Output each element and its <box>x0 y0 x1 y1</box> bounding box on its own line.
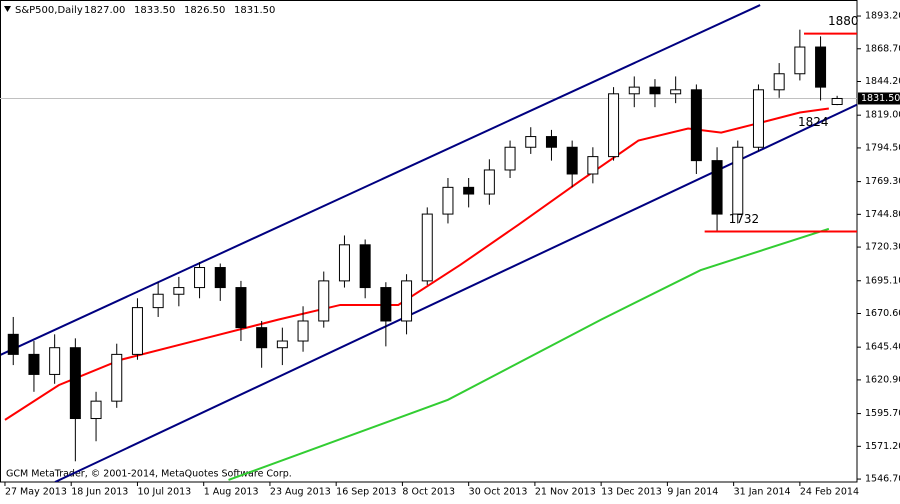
plot-frame <box>0 0 858 483</box>
x-tick-label: 24 Feb 2014 <box>800 487 859 498</box>
y-tick-label: 1670.60 <box>865 308 900 319</box>
candle-body <box>483 169 495 195</box>
indicator-line <box>228 227 830 481</box>
candle-body <box>545 136 557 148</box>
candle-body <box>566 146 578 175</box>
candle-body <box>338 244 350 282</box>
candle-body <box>318 280 330 322</box>
candle-body <box>794 46 806 75</box>
x-tick-label: 13 Dec 2013 <box>601 487 662 498</box>
menu-icon <box>4 6 11 12</box>
candle-body <box>815 46 827 88</box>
candle-body <box>276 340 288 349</box>
candle-body <box>214 267 226 289</box>
y-tick-label: 1744.80 <box>865 209 900 220</box>
y-tick-label: 1695.10 <box>865 275 900 286</box>
x-tick-label: 18 Jun 2013 <box>71 487 128 498</box>
candle-body <box>670 89 682 95</box>
candle-body <box>608 93 620 158</box>
candle-body <box>111 353 123 402</box>
x-tick-label: 1 Aug 2013 <box>204 487 259 498</box>
x-tick-label: 31 Jan 2014 <box>734 487 791 498</box>
y-tick-label: 1794.50 <box>865 142 900 153</box>
candle-body <box>28 353 40 375</box>
header-ohlc: 1831.50 <box>234 5 275 16</box>
x-tick-label: 8 Oct 2013 <box>402 487 455 498</box>
level-label: 1880 <box>828 14 859 28</box>
candle-body <box>628 86 640 95</box>
current-price-box <box>858 92 900 105</box>
candle-body <box>442 186 454 215</box>
chart-title: S&P500,Daily <box>15 5 83 16</box>
candle-body <box>235 287 247 329</box>
candle-body <box>504 146 516 171</box>
candle-body <box>194 267 206 289</box>
candle-body <box>359 244 371 289</box>
header-ohlc: 1826.50 <box>184 5 225 16</box>
x-tick-label: 21 Nov 2013 <box>535 487 596 498</box>
candle-body <box>49 347 61 375</box>
candle-body <box>463 186 475 195</box>
annotation: 1824 <box>798 115 829 129</box>
candle-body <box>831 97 843 105</box>
candle-body <box>690 89 702 162</box>
y-tick-label: 1868.70 <box>865 43 900 54</box>
x-tick-label: 27 May 2013 <box>5 487 67 498</box>
y-tick-label: 1819.00 <box>865 110 900 121</box>
current-price-label: 1831.50 <box>861 93 900 104</box>
indicator-line <box>4 107 829 421</box>
candle-body <box>587 156 599 175</box>
candle-body <box>732 146 744 215</box>
x-tick-label: 10 Jul 2013 <box>137 487 191 498</box>
y-tick-label: 1571.20 <box>865 441 900 452</box>
candle-body <box>173 287 185 295</box>
header-ohlc: 1827.00 <box>84 5 125 16</box>
header-ohlc: 1833.50 <box>134 5 175 16</box>
candle-body <box>421 213 433 282</box>
level-label: 1732 <box>729 212 760 226</box>
x-tick-label: 23 Aug 2013 <box>270 487 331 498</box>
candle-body <box>69 347 81 420</box>
candle-body <box>752 89 764 148</box>
y-tick-label: 1645.40 <box>865 342 900 353</box>
candle-body <box>297 320 309 342</box>
indicator-line <box>54 103 857 482</box>
x-tick-label: 16 Sep 2013 <box>336 487 396 498</box>
candle-body <box>711 160 723 215</box>
y-tick-label: 1844.20 <box>865 76 900 87</box>
y-tick-label: 1893.20 <box>865 11 900 22</box>
candle-body <box>90 400 102 420</box>
candle-body <box>131 307 143 355</box>
y-tick-label: 1720.30 <box>865 242 900 253</box>
candle-body <box>256 327 268 349</box>
candle-body <box>401 280 413 322</box>
y-tick-label: 1595.70 <box>865 408 900 419</box>
indicator-line <box>1 4 761 356</box>
candle-body <box>7 333 19 355</box>
candle-body <box>525 136 537 148</box>
candle-body <box>773 73 785 91</box>
x-tick-label: 9 Jan 2014 <box>667 487 718 498</box>
candle-body <box>649 86 661 95</box>
candle-body <box>380 287 392 322</box>
y-tick-label: 1769.30 <box>865 176 900 187</box>
x-tick-label: 30 Oct 2013 <box>469 487 528 498</box>
y-tick-label: 1620.90 <box>865 374 900 385</box>
candle-body <box>152 293 164 309</box>
footer: GCM MetaTrader, © 2001-2014, MetaQuotes … <box>6 469 292 480</box>
y-tick-label: 1546.70 <box>865 474 900 485</box>
